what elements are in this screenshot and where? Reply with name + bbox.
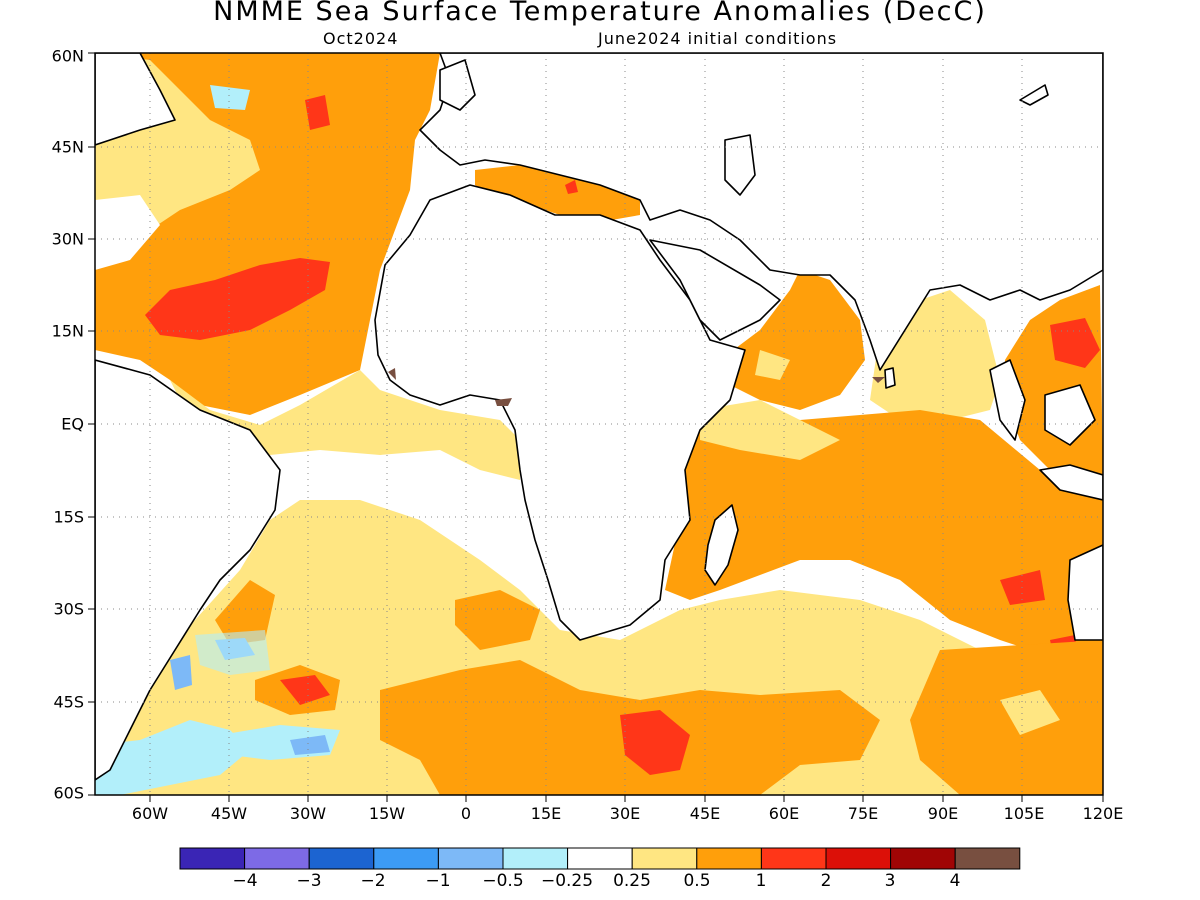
lat-label-15n: 15N: [51, 321, 84, 341]
lon-label-30e: 30E: [609, 804, 641, 823]
colorbar-swatch: [373, 847, 439, 870]
indian-ocean-anomaly: [665, 410, 1103, 660]
colorbar-label: 2: [820, 871, 832, 891]
colorbar-swatch: [179, 847, 246, 870]
maritime-continent: [1039, 464, 1103, 501]
colorbar-label: −4: [232, 871, 258, 891]
lon-label-75e: 75E: [847, 804, 879, 823]
colorbar-label: 3: [884, 871, 896, 891]
colorbar-swatch: [308, 847, 375, 870]
anomaly-field: [95, 53, 1103, 795]
initial-conditions-label: June2024 initial conditions: [598, 29, 838, 48]
colorbar-label: 4: [949, 871, 961, 891]
lon-label-60e: 60E: [768, 804, 800, 823]
colorbar-swatch: [825, 847, 892, 870]
valid-month-label: Oct2024: [323, 29, 399, 48]
colorbar-label: 0.5: [683, 871, 711, 891]
colorbar-label: 0.25: [613, 871, 651, 891]
colorbar-label: −3: [296, 871, 322, 891]
lat-label-30s: 30S: [53, 599, 84, 619]
lon-label-60w: 60W: [131, 804, 169, 823]
axis-ticks: [88, 52, 1104, 802]
colorbar-swatch: [631, 847, 698, 870]
lat-label-60n: 60N: [51, 46, 84, 66]
lon-label-105e: 105E: [1003, 804, 1045, 823]
colorbar-swatch: [244, 847, 310, 870]
madagascar-landmass: [704, 504, 739, 586]
colorbar-swatch: [696, 847, 762, 870]
colorbar-swatch: [890, 847, 956, 870]
colorbar-swatch: [437, 847, 504, 870]
lon-label-15w: 15W: [368, 804, 406, 823]
australia-landmass: [1067, 544, 1103, 641]
map-title: NMME Sea Surface Temperature Anomalies (…: [213, 0, 987, 27]
colorbar-label: −0.5: [482, 871, 524, 891]
lon-label-0: 0: [460, 804, 472, 823]
lat-label-45s: 45S: [53, 692, 84, 712]
lon-label-30w: 30W: [289, 804, 327, 823]
africa-landmass: [374, 184, 746, 641]
colorbar-swatch: [502, 847, 569, 870]
lat-lon-grid: [95, 53, 1103, 795]
british-isles: [439, 59, 476, 111]
colorbar-swatch: [567, 847, 633, 870]
lon-label-90e: 90E: [927, 804, 959, 823]
colorbar-label: −0.25: [540, 871, 594, 891]
lat-label-60s: 60S: [53, 783, 84, 803]
southwest-atlantic-cool-anomaly: [95, 720, 250, 795]
colorbar-swatch: [954, 847, 1021, 870]
lon-label-45w: 45W: [210, 804, 248, 823]
lat-label-30n: 30N: [51, 229, 84, 249]
tropical-atlantic-anomaly: [170, 370, 520, 480]
colorbar-label: 1: [755, 871, 767, 891]
continents: [95, 53, 1103, 781]
colorbar: [179, 847, 1021, 870]
south-america-landmass: [95, 359, 281, 781]
lon-label-45e: 45E: [689, 804, 721, 823]
colorbar-label: −2: [360, 871, 386, 891]
lat-label-15s: 15S: [53, 507, 84, 527]
mediterranean-anomaly: [475, 165, 640, 222]
lon-label-15e: 15E: [530, 804, 562, 823]
lat-label-eq: EQ: [61, 414, 84, 434]
southern-ocean-hotspot: [620, 710, 690, 775]
colorbar-label: −1: [425, 871, 451, 891]
atlantic-subtropical-hotspot: [145, 258, 330, 340]
north-america-landmass: [95, 53, 176, 146]
lat-label-45n: 45N: [51, 137, 84, 157]
colorbar-swatch: [760, 847, 827, 870]
lon-label-120e: 120E: [1082, 804, 1124, 823]
eurasia-landmass: [419, 53, 1103, 371]
